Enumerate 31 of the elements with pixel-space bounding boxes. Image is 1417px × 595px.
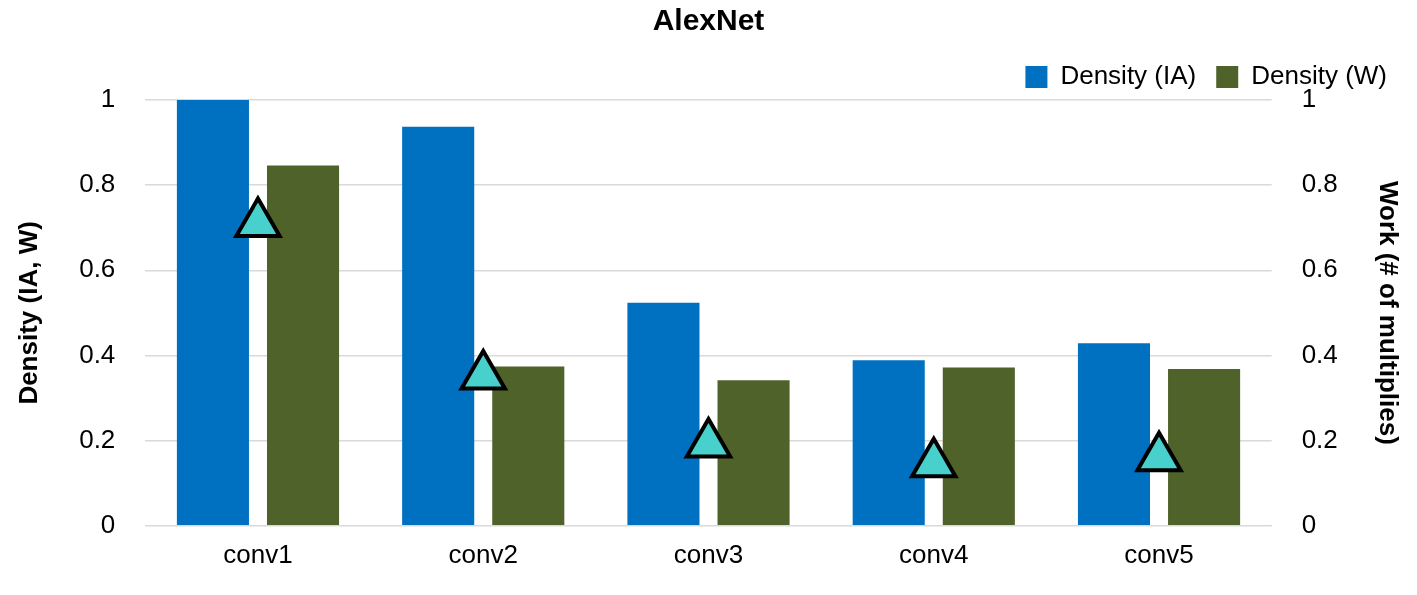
bar [1168, 369, 1241, 526]
y-tick-label: 0 [100, 508, 116, 539]
x-tick-label: conv2 [448, 538, 518, 569]
x-tick-label: conv4 [899, 538, 969, 569]
y2-axis-title: Work (# of multiplies) [1374, 180, 1405, 445]
x-tick-label: conv3 [673, 538, 744, 569]
y2-tick-label: 1 [1301, 83, 1317, 114]
y-tick-label: 1 [100, 83, 116, 114]
legend-label: Density (IA) [1060, 60, 1197, 91]
bar [717, 380, 790, 526]
y2-tick-label: 0.8 [1301, 168, 1338, 199]
bar [266, 165, 340, 526]
y2-tick-label: 0 [1301, 508, 1317, 539]
y2-tick-label: 0.4 [1301, 338, 1338, 369]
bar [627, 302, 700, 526]
y-tick-label: 0.6 [79, 253, 116, 284]
y-tick-label: 0.2 [79, 423, 116, 454]
chart-title: AlexNet [652, 3, 765, 37]
y2-tick-label: 0.2 [1301, 423, 1338, 454]
bar [402, 126, 475, 526]
y-tick-label: 0.8 [79, 168, 116, 199]
y-axis-title: Density (IA, W) [12, 221, 43, 405]
bar [176, 100, 249, 526]
y2-tick-label: 0.6 [1301, 253, 1338, 284]
y-tick-label: 0.4 [79, 338, 116, 369]
bar [852, 360, 925, 526]
x-tick-label: conv1 [223, 538, 293, 569]
bar [1077, 343, 1151, 526]
bar [942, 367, 1015, 526]
bar [492, 366, 565, 526]
x-tick-label: conv5 [1124, 538, 1194, 569]
